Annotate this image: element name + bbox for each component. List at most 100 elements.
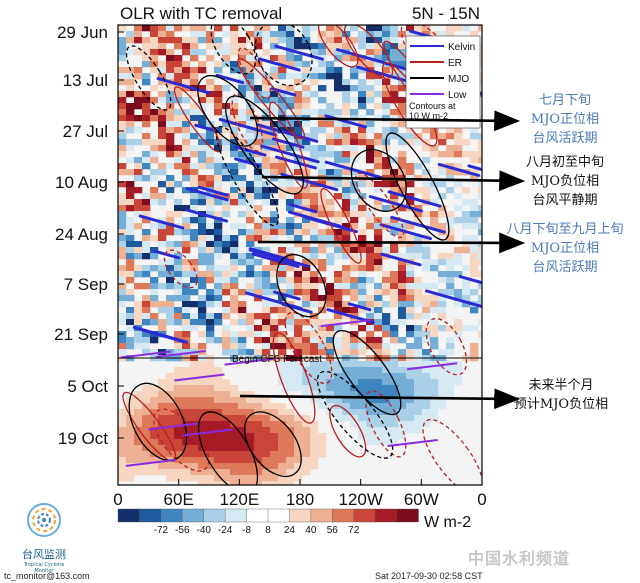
heatmap-cell	[462, 247, 471, 254]
heatmap-cell	[126, 313, 135, 320]
heatmap-cell	[262, 289, 271, 296]
heatmap-cell	[150, 403, 159, 410]
heatmap-cell	[478, 271, 482, 278]
region-label: 5N - 15N	[412, 4, 480, 23]
er-contour	[163, 249, 198, 289]
heatmap-cell	[374, 265, 383, 272]
heatmap-cell	[118, 451, 127, 458]
heatmap-cell	[254, 133, 263, 140]
er-contour	[425, 317, 468, 376]
heatmap-cell	[286, 439, 295, 446]
heatmap-cell	[142, 109, 151, 116]
heatmap-cell	[198, 277, 207, 284]
heatmap-cell	[222, 247, 231, 254]
heatmap-cell	[222, 127, 231, 134]
mjo-contour	[197, 411, 259, 485]
heatmap-cell	[182, 67, 191, 74]
heatmap-cell	[334, 49, 343, 56]
heatmap-cell	[142, 43, 151, 50]
heatmap-cell	[174, 73, 183, 80]
heatmap-cell	[198, 379, 207, 386]
heatmap-cell	[342, 79, 351, 86]
heatmap-cell	[366, 151, 375, 158]
heatmap-cell	[334, 379, 343, 386]
annotation-next-half-month: 未来半个月 预计MJO负位相	[513, 378, 609, 412]
heatmap-cell	[206, 289, 215, 296]
heatmap-cell	[422, 187, 431, 194]
heatmap-cell	[302, 223, 311, 230]
heatmap-cell	[214, 199, 223, 206]
heatmap-cell	[318, 385, 327, 392]
heatmap-cell	[342, 133, 351, 140]
heatmap-cell	[254, 223, 263, 230]
heatmap-cell	[382, 43, 391, 50]
heatmap-cell	[150, 43, 159, 50]
heatmap-cell	[278, 289, 287, 296]
heatmap-cell	[382, 181, 391, 188]
heatmap-cell	[406, 139, 415, 146]
heatmap-cell	[118, 313, 127, 320]
heatmap-cell	[326, 223, 335, 230]
heatmap-cell	[446, 175, 455, 182]
heatmap-cell	[214, 397, 223, 404]
heatmap-cell	[150, 109, 159, 116]
heatmap-cell	[422, 181, 431, 188]
heatmap-cell	[326, 139, 335, 146]
heatmap-cell	[446, 277, 455, 284]
heatmap-cell	[150, 337, 159, 344]
heatmap-cell	[310, 301, 319, 308]
heatmap-cell	[374, 307, 383, 314]
er-contour	[272, 332, 316, 424]
heatmap-cell	[238, 319, 247, 326]
heatmap-cell	[398, 391, 407, 398]
heatmap-cell	[166, 439, 175, 446]
heatmap-cell	[206, 469, 215, 476]
heatmap-cell	[174, 343, 183, 350]
heatmap-cell	[334, 25, 343, 32]
heatmap-cell	[302, 37, 311, 44]
heatmap-cell	[134, 271, 143, 278]
heatmap-cell	[158, 325, 167, 332]
heatmap-cell	[294, 469, 303, 476]
heatmap-cell	[366, 367, 375, 374]
heatmap-cell	[398, 295, 407, 302]
heatmap-cell	[126, 223, 135, 230]
heatmap-cell	[174, 67, 183, 74]
heatmap-cell	[318, 163, 327, 170]
heatmap-cell	[150, 31, 159, 38]
colorbar-tick-label: -8	[242, 525, 251, 536]
heatmap-cell	[254, 277, 263, 284]
heatmap-cell	[478, 133, 482, 140]
heatmap-cell	[390, 283, 399, 290]
heatmap-cell	[342, 301, 351, 308]
heatmap-cell	[342, 289, 351, 296]
heatmap-cell	[398, 337, 407, 344]
heatmap-cell	[182, 223, 191, 230]
heatmap-cell	[262, 283, 271, 290]
heatmap-cell	[198, 31, 207, 38]
heatmap-cell	[366, 109, 375, 116]
heatmap-cell	[366, 325, 375, 332]
heatmap-cell	[150, 97, 159, 104]
heatmap-cell	[318, 397, 327, 404]
heatmap-cell	[270, 223, 279, 230]
low-contour	[224, 357, 275, 366]
heatmap-cell	[214, 25, 223, 32]
kelvin-contour	[260, 144, 320, 164]
heatmap-cell	[270, 103, 279, 110]
heatmap-cell	[398, 373, 407, 380]
heatmap-cell	[318, 211, 327, 218]
heatmap-cell	[414, 277, 423, 284]
heatmap-cell	[478, 319, 482, 326]
heatmap-cell	[326, 301, 335, 308]
heatmap-cell	[310, 247, 319, 254]
heatmap-cell	[190, 145, 199, 152]
heatmap-cell	[254, 229, 263, 236]
heatmap-cell	[238, 187, 247, 194]
heatmap-cell	[126, 103, 135, 110]
heatmap-cell	[190, 271, 199, 278]
heatmap-cell	[174, 427, 183, 434]
heatmap-cell	[246, 427, 255, 434]
heatmap-cell	[374, 361, 383, 368]
